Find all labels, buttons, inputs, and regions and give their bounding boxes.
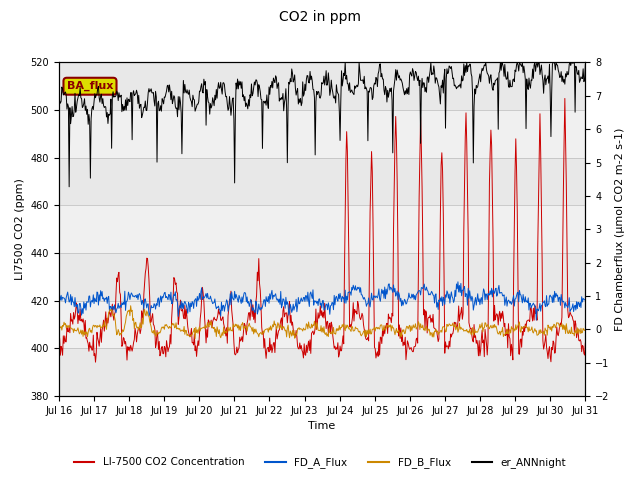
Bar [59,348,586,396]
Legend: LI-7500 CO2 Concentration, FD_A_Flux, FD_B_Flux, er_ANNnight: LI-7500 CO2 Concentration, FD_A_Flux, FD… [70,453,570,472]
X-axis label: Time: Time [308,421,336,432]
Y-axis label: FD Chamberflux (μmol CO2 m-2 s-1): FD Chamberflux (μmol CO2 m-2 s-1) [615,128,625,331]
Bar [59,253,586,301]
Text: CO2 in ppm: CO2 in ppm [279,10,361,24]
Bar [59,62,586,110]
Bar [59,301,586,348]
Bar [59,158,586,205]
Y-axis label: LI7500 CO2 (ppm): LI7500 CO2 (ppm) [15,179,25,280]
Bar [59,205,586,253]
Text: BA_flux: BA_flux [67,81,113,91]
Bar [59,110,586,158]
